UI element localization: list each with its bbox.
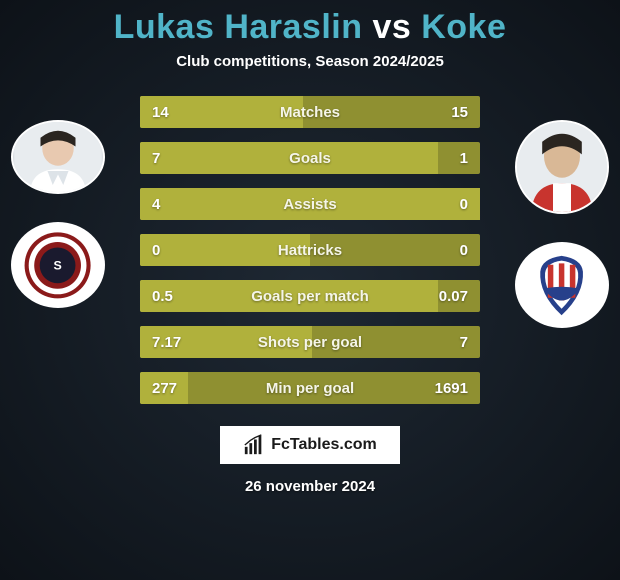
right-player-column — [512, 120, 612, 328]
stat-value-left: 0 — [140, 242, 210, 259]
date-text: 26 november 2024 — [0, 478, 620, 495]
comparison-infographic: Lukas Haraslin vs Koke Club competitions… — [0, 0, 620, 580]
stats-bars: 14Matches157Goals14Assists00Hattricks00.… — [140, 88, 480, 404]
atletico-madrid-logo-icon — [524, 251, 599, 320]
player2-avatar — [515, 120, 609, 214]
stat-row: 14Matches15 — [140, 96, 480, 128]
stat-label: Goals per match — [210, 288, 410, 305]
page-title: Lukas Haraslin vs Koke — [0, 8, 620, 47]
stat-row: 0Hattricks0 — [140, 234, 480, 266]
chart-icon — [243, 434, 265, 456]
player1-club-logo: S — [11, 222, 105, 308]
stat-row: 7.17Shots per goal7 — [140, 326, 480, 358]
stat-label: Goals — [210, 150, 410, 167]
brand-logo: FcTables.com — [220, 426, 400, 464]
title-vs: vs — [372, 8, 411, 46]
brand-text: FcTables.com — [271, 436, 377, 454]
stat-value-right: 1691 — [410, 380, 480, 397]
stat-value-left: 0.5 — [140, 288, 210, 305]
stat-label: Hattricks — [210, 242, 410, 259]
stat-value-right: 0.07 — [410, 288, 480, 305]
stat-value-left: 4 — [140, 196, 210, 213]
player1-avatar — [11, 120, 105, 194]
title-player2: Koke — [421, 8, 506, 46]
stat-row: 277Min per goal1691 — [140, 372, 480, 404]
stat-value-left: 7 — [140, 150, 210, 167]
stat-label: Assists — [210, 196, 410, 213]
stat-value-right: 15 — [410, 104, 480, 121]
svg-text:S: S — [54, 258, 62, 272]
sparta-praha-logo-icon: S — [20, 231, 95, 300]
left-player-column: S — [8, 120, 108, 308]
player2-club-logo — [515, 242, 609, 328]
stat-row: 0.5Goals per match0.07 — [140, 280, 480, 312]
stat-label: Matches — [210, 104, 410, 121]
stat-value-left: 14 — [140, 104, 210, 121]
title-player1: Lukas Haraslin — [114, 8, 363, 46]
person-icon — [13, 122, 103, 192]
stat-label: Min per goal — [210, 380, 410, 397]
stat-value-left: 7.17 — [140, 334, 210, 351]
person-icon — [517, 122, 607, 212]
stat-row: 4Assists0 — [140, 188, 480, 220]
stat-value-right: 0 — [410, 242, 480, 259]
stat-value-left: 277 — [140, 380, 210, 397]
subtitle: Club competitions, Season 2024/2025 — [0, 53, 620, 70]
stat-value-right: 0 — [410, 196, 480, 213]
stat-row: 7Goals1 — [140, 142, 480, 174]
stat-label: Shots per goal — [210, 334, 410, 351]
stat-value-right: 7 — [410, 334, 480, 351]
stat-value-right: 1 — [410, 150, 480, 167]
